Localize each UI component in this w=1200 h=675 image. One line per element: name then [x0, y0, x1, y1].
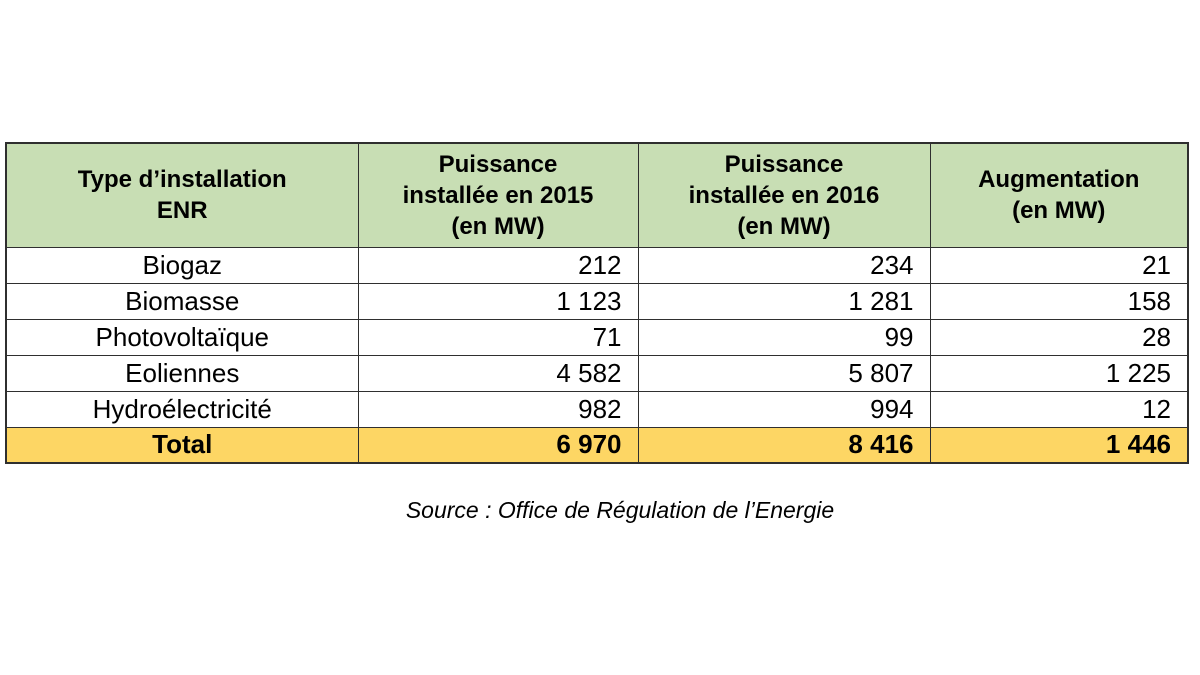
cell-2016: 5 807 — [637, 354, 931, 392]
table-row-photovoltaique: Photovoltaïque 71 99 28 — [5, 318, 1189, 356]
cell-type: Biogaz — [5, 246, 359, 284]
cell-type: Photovoltaïque — [5, 318, 359, 356]
cell-type: Eoliennes — [5, 354, 359, 392]
cell-aug: 158 — [929, 282, 1189, 320]
cell-type: Biomasse — [5, 282, 359, 320]
cell-2016: 1 281 — [637, 282, 931, 320]
cell-2015: 982 — [357, 390, 639, 428]
cell-aug: 21 — [929, 246, 1189, 284]
cell-total-2015: 6 970 — [357, 426, 639, 464]
cell-2015: 71 — [357, 318, 639, 356]
enr-table: Type d’installation ENR Puissance instal… — [5, 142, 1189, 464]
enr-power-table: Type d’installation ENR Puissance instal… — [5, 142, 1189, 464]
cell-total-label: Total — [5, 426, 359, 464]
header-cell-2016: Puissance installée en 2016 (en MW) — [637, 142, 931, 248]
header-cell-2015: Puissance installée en 2015 (en MW) — [357, 142, 639, 248]
cell-total-2016: 8 416 — [637, 426, 931, 464]
cell-2015: 212 — [357, 246, 639, 284]
cell-2016: 994 — [637, 390, 931, 428]
table-row-hydroelectricite: Hydroélectricité 982 994 12 — [5, 390, 1189, 428]
table-row-total: Total 6 970 8 416 1 446 — [5, 426, 1189, 464]
table-row-biomasse: Biomasse 1 123 1 281 158 — [5, 282, 1189, 320]
header-cell-type: Type d’installation ENR — [5, 142, 359, 248]
cell-aug: 12 — [929, 390, 1189, 428]
cell-aug: 28 — [929, 318, 1189, 356]
header-cell-augmentation: Augmentation (en MW) — [929, 142, 1189, 248]
table-row-eoliennes: Eoliennes 4 582 5 807 1 225 — [5, 354, 1189, 392]
cell-type: Hydroélectricité — [5, 390, 359, 428]
cell-2016: 99 — [637, 318, 931, 356]
cell-2016: 234 — [637, 246, 931, 284]
cell-aug: 1 225 — [929, 354, 1189, 392]
table-header-row: Type d’installation ENR Puissance instal… — [5, 142, 1189, 248]
cell-2015: 1 123 — [357, 282, 639, 320]
source-caption: Source : Office de Régulation de l’Energ… — [405, 497, 835, 523]
table-row-biogaz: Biogaz 212 234 21 — [5, 246, 1189, 284]
cell-total-aug: 1 446 — [929, 426, 1189, 464]
cell-2015: 4 582 — [357, 354, 639, 392]
